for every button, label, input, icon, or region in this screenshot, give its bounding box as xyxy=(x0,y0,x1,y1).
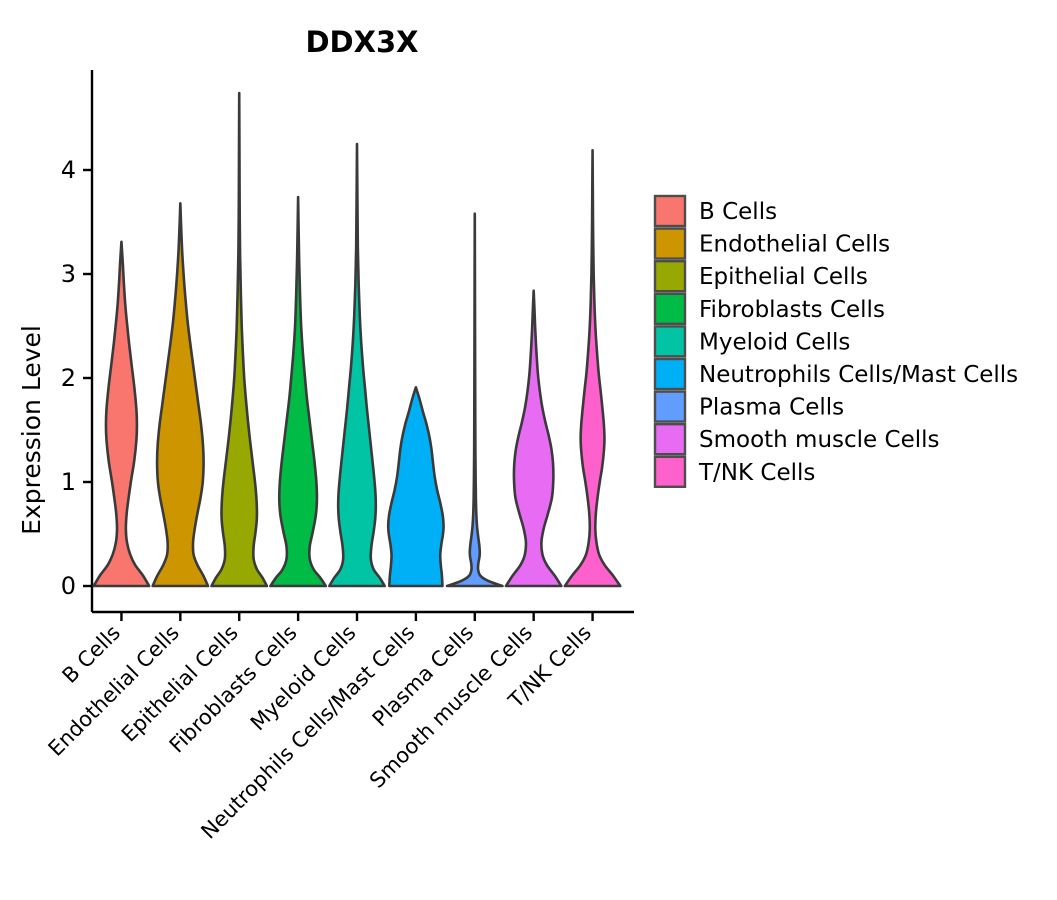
legend-swatch[interactable] xyxy=(653,423,687,456)
legend-swatch[interactable] xyxy=(653,390,687,423)
x-axis xyxy=(92,610,634,621)
legend-swatch[interactable] xyxy=(653,455,687,488)
violin-fibroblasts-cells: Fibroblasts Cells xyxy=(269,195,328,588)
legend-label: Fibroblasts Cells xyxy=(699,297,885,323)
y-tick-label: 4 xyxy=(61,156,76,184)
legend-swatch[interactable] xyxy=(653,194,687,228)
legend-label: Neutrophils Cells/Mast Cells xyxy=(699,362,1018,388)
legend-label: Epithelial Cells xyxy=(699,264,868,290)
legend-label: Myeloid Cells xyxy=(699,329,850,355)
violin-t-nk-cells: T/NK Cells xyxy=(563,148,622,588)
y-tick-label: 0 xyxy=(61,572,76,600)
legend-label: T/NK Cells xyxy=(698,460,815,486)
legend-swatch[interactable] xyxy=(653,260,687,293)
y-axis: 0 1 2 3 4 xyxy=(61,70,94,612)
legend-swatch[interactable] xyxy=(653,292,687,325)
page-title: DDX3X xyxy=(305,25,418,59)
y-axis-title: Expression Level xyxy=(17,325,46,535)
legend-swatch[interactable] xyxy=(653,227,687,260)
violin-neutrophils-cells-mast-cells: Neutrophils Cells/Mast Cells xyxy=(386,386,445,588)
violin-endothelial-cells: Endothelial Cells xyxy=(151,201,210,588)
legend-swatch[interactable] xyxy=(653,357,687,391)
violin-plasma-cells: Plasma Cells xyxy=(445,212,504,588)
legend-label: Plasma Cells xyxy=(699,395,844,421)
legend-label: B Cells xyxy=(699,199,777,225)
y-tick-label: 3 xyxy=(61,260,76,288)
y-tick-label: 1 xyxy=(61,468,76,496)
legend: B Cells Endothelial Cells Epithelial Cells… xyxy=(653,194,1018,488)
y-tick-label: 2 xyxy=(61,364,76,392)
legend-label: Smooth muscle Cells xyxy=(699,427,940,453)
violin-b-cells: B Cells xyxy=(92,240,151,588)
violin-myeloid-cells: Myeloid Cells xyxy=(328,142,386,588)
violin-epithelial-cells: Epithelial Cells xyxy=(210,91,269,588)
violin-smooth-muscle-cells: Smooth muscle Cells xyxy=(504,289,563,588)
legend-label: Endothelial Cells xyxy=(699,232,890,258)
legend-swatch[interactable] xyxy=(653,325,687,358)
